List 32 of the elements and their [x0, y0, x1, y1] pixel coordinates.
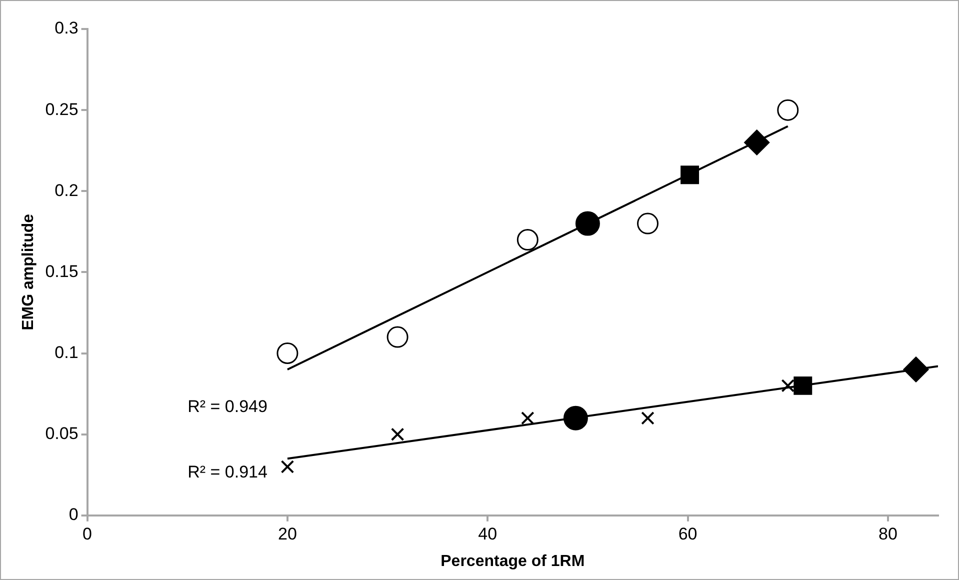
y-tick-label: 0.15 — [45, 262, 78, 281]
point — [637, 212, 659, 234]
point — [777, 99, 799, 121]
x-tick-label: 20 — [278, 524, 297, 544]
y-tick-label: 0.1 — [54, 342, 78, 362]
point — [903, 356, 929, 382]
annotation: R² = 0.914 — [188, 462, 268, 482]
point — [280, 460, 294, 474]
point — [390, 428, 404, 441]
annotation: R² = 0.949 — [188, 397, 268, 416]
x-tick-label: 60 — [678, 524, 698, 544]
y-tick-label: 0.05 — [45, 424, 78, 444]
point — [276, 342, 298, 364]
point — [794, 376, 812, 395]
y-tick-label: 0 — [68, 505, 78, 524]
point — [680, 166, 700, 184]
point — [744, 130, 770, 156]
point — [781, 379, 795, 392]
x-tick-label: 40 — [478, 524, 498, 544]
y-tick-label: 0.3 — [54, 18, 78, 38]
x-axis-title: Percentage of 1RM — [440, 552, 585, 570]
point — [386, 326, 408, 348]
point — [575, 211, 600, 236]
x-tick-label: 0 — [82, 524, 92, 544]
point — [563, 406, 588, 430]
y-axis-title: EMG amplitude — [20, 214, 38, 330]
point — [521, 411, 534, 425]
x-tick-label: 80 — [878, 524, 898, 544]
point — [641, 411, 654, 425]
point — [516, 229, 538, 251]
y-tick-label: 0.2 — [54, 180, 78, 200]
y-tick-label: 0.25 — [45, 100, 78, 119]
